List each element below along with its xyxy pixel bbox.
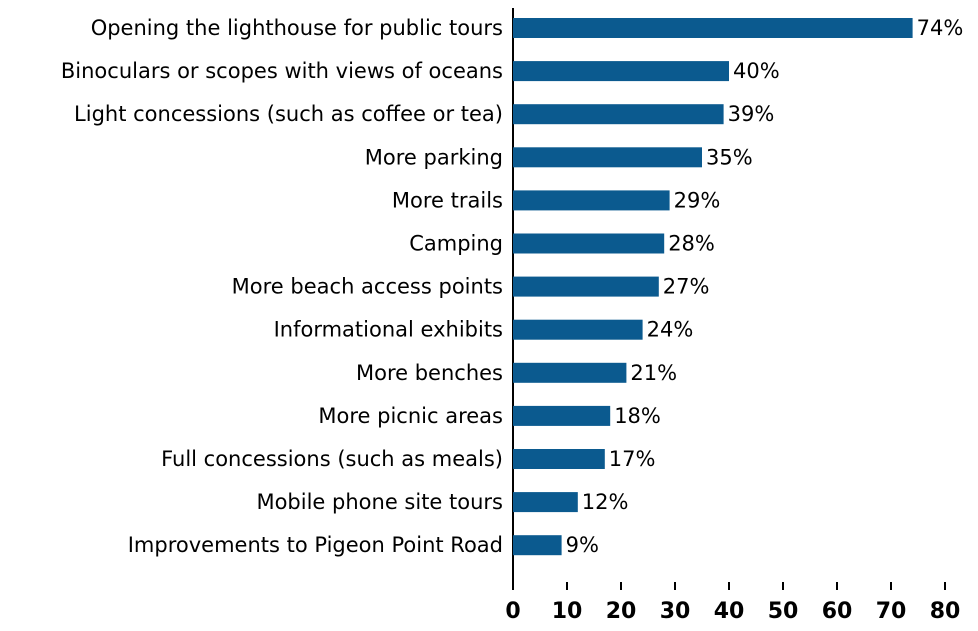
x-tick-label: 20	[606, 599, 637, 624]
x-tick-label: 10	[552, 599, 583, 624]
value-label: 28%	[668, 232, 715, 256]
category-label: Opening the lighthouse for public tours	[91, 16, 503, 40]
bar	[513, 233, 665, 254]
value-label: 12%	[582, 490, 629, 514]
value-label: 27%	[663, 275, 710, 299]
category-label: Full concessions (such as meals)	[161, 447, 503, 471]
category-label: Improvements to Pigeon Point Road	[128, 533, 503, 557]
bar	[513, 276, 659, 297]
category-label: More trails	[392, 188, 503, 212]
category-label: More beach access points	[232, 275, 503, 299]
category-label: Informational exhibits	[274, 318, 503, 342]
bar	[513, 362, 627, 383]
x-tick-label: 50	[768, 599, 799, 624]
category-label: More benches	[356, 361, 503, 385]
x-tick-label: 0	[505, 599, 520, 624]
category-label: Light concessions (such as coffee or tea…	[74, 102, 503, 126]
value-label: 18%	[614, 404, 661, 428]
value-label: 9%	[566, 533, 599, 557]
bar	[513, 319, 643, 340]
value-label: 35%	[706, 145, 753, 169]
value-label: 40%	[733, 59, 780, 83]
bar	[513, 449, 605, 469]
bar	[513, 147, 702, 168]
bar	[513, 18, 913, 38]
x-tick-label: 40	[714, 599, 745, 624]
x-tick-label: 70	[876, 599, 907, 624]
value-label: 39%	[728, 102, 775, 126]
x-tick-label: 80	[930, 599, 961, 624]
bar	[513, 104, 724, 125]
x-tick-label: 60	[822, 599, 853, 624]
x-tick-label: 30	[660, 599, 691, 624]
category-label: Camping	[409, 232, 503, 256]
value-label: 17%	[609, 447, 656, 471]
category-label: More picnic areas	[318, 404, 503, 428]
value-label: 74%	[917, 16, 964, 40]
category-label: Mobile phone site tours	[256, 490, 503, 514]
bar	[513, 492, 578, 513]
value-label: 24%	[647, 318, 694, 342]
value-label: 29%	[674, 188, 721, 212]
category-label: More parking	[365, 145, 503, 169]
bar	[513, 535, 562, 556]
bar	[513, 190, 670, 211]
category-label: Binoculars or scopes with views of ocean…	[61, 59, 503, 83]
bar	[513, 61, 729, 82]
bar	[513, 405, 611, 426]
value-label: 21%	[630, 361, 677, 385]
